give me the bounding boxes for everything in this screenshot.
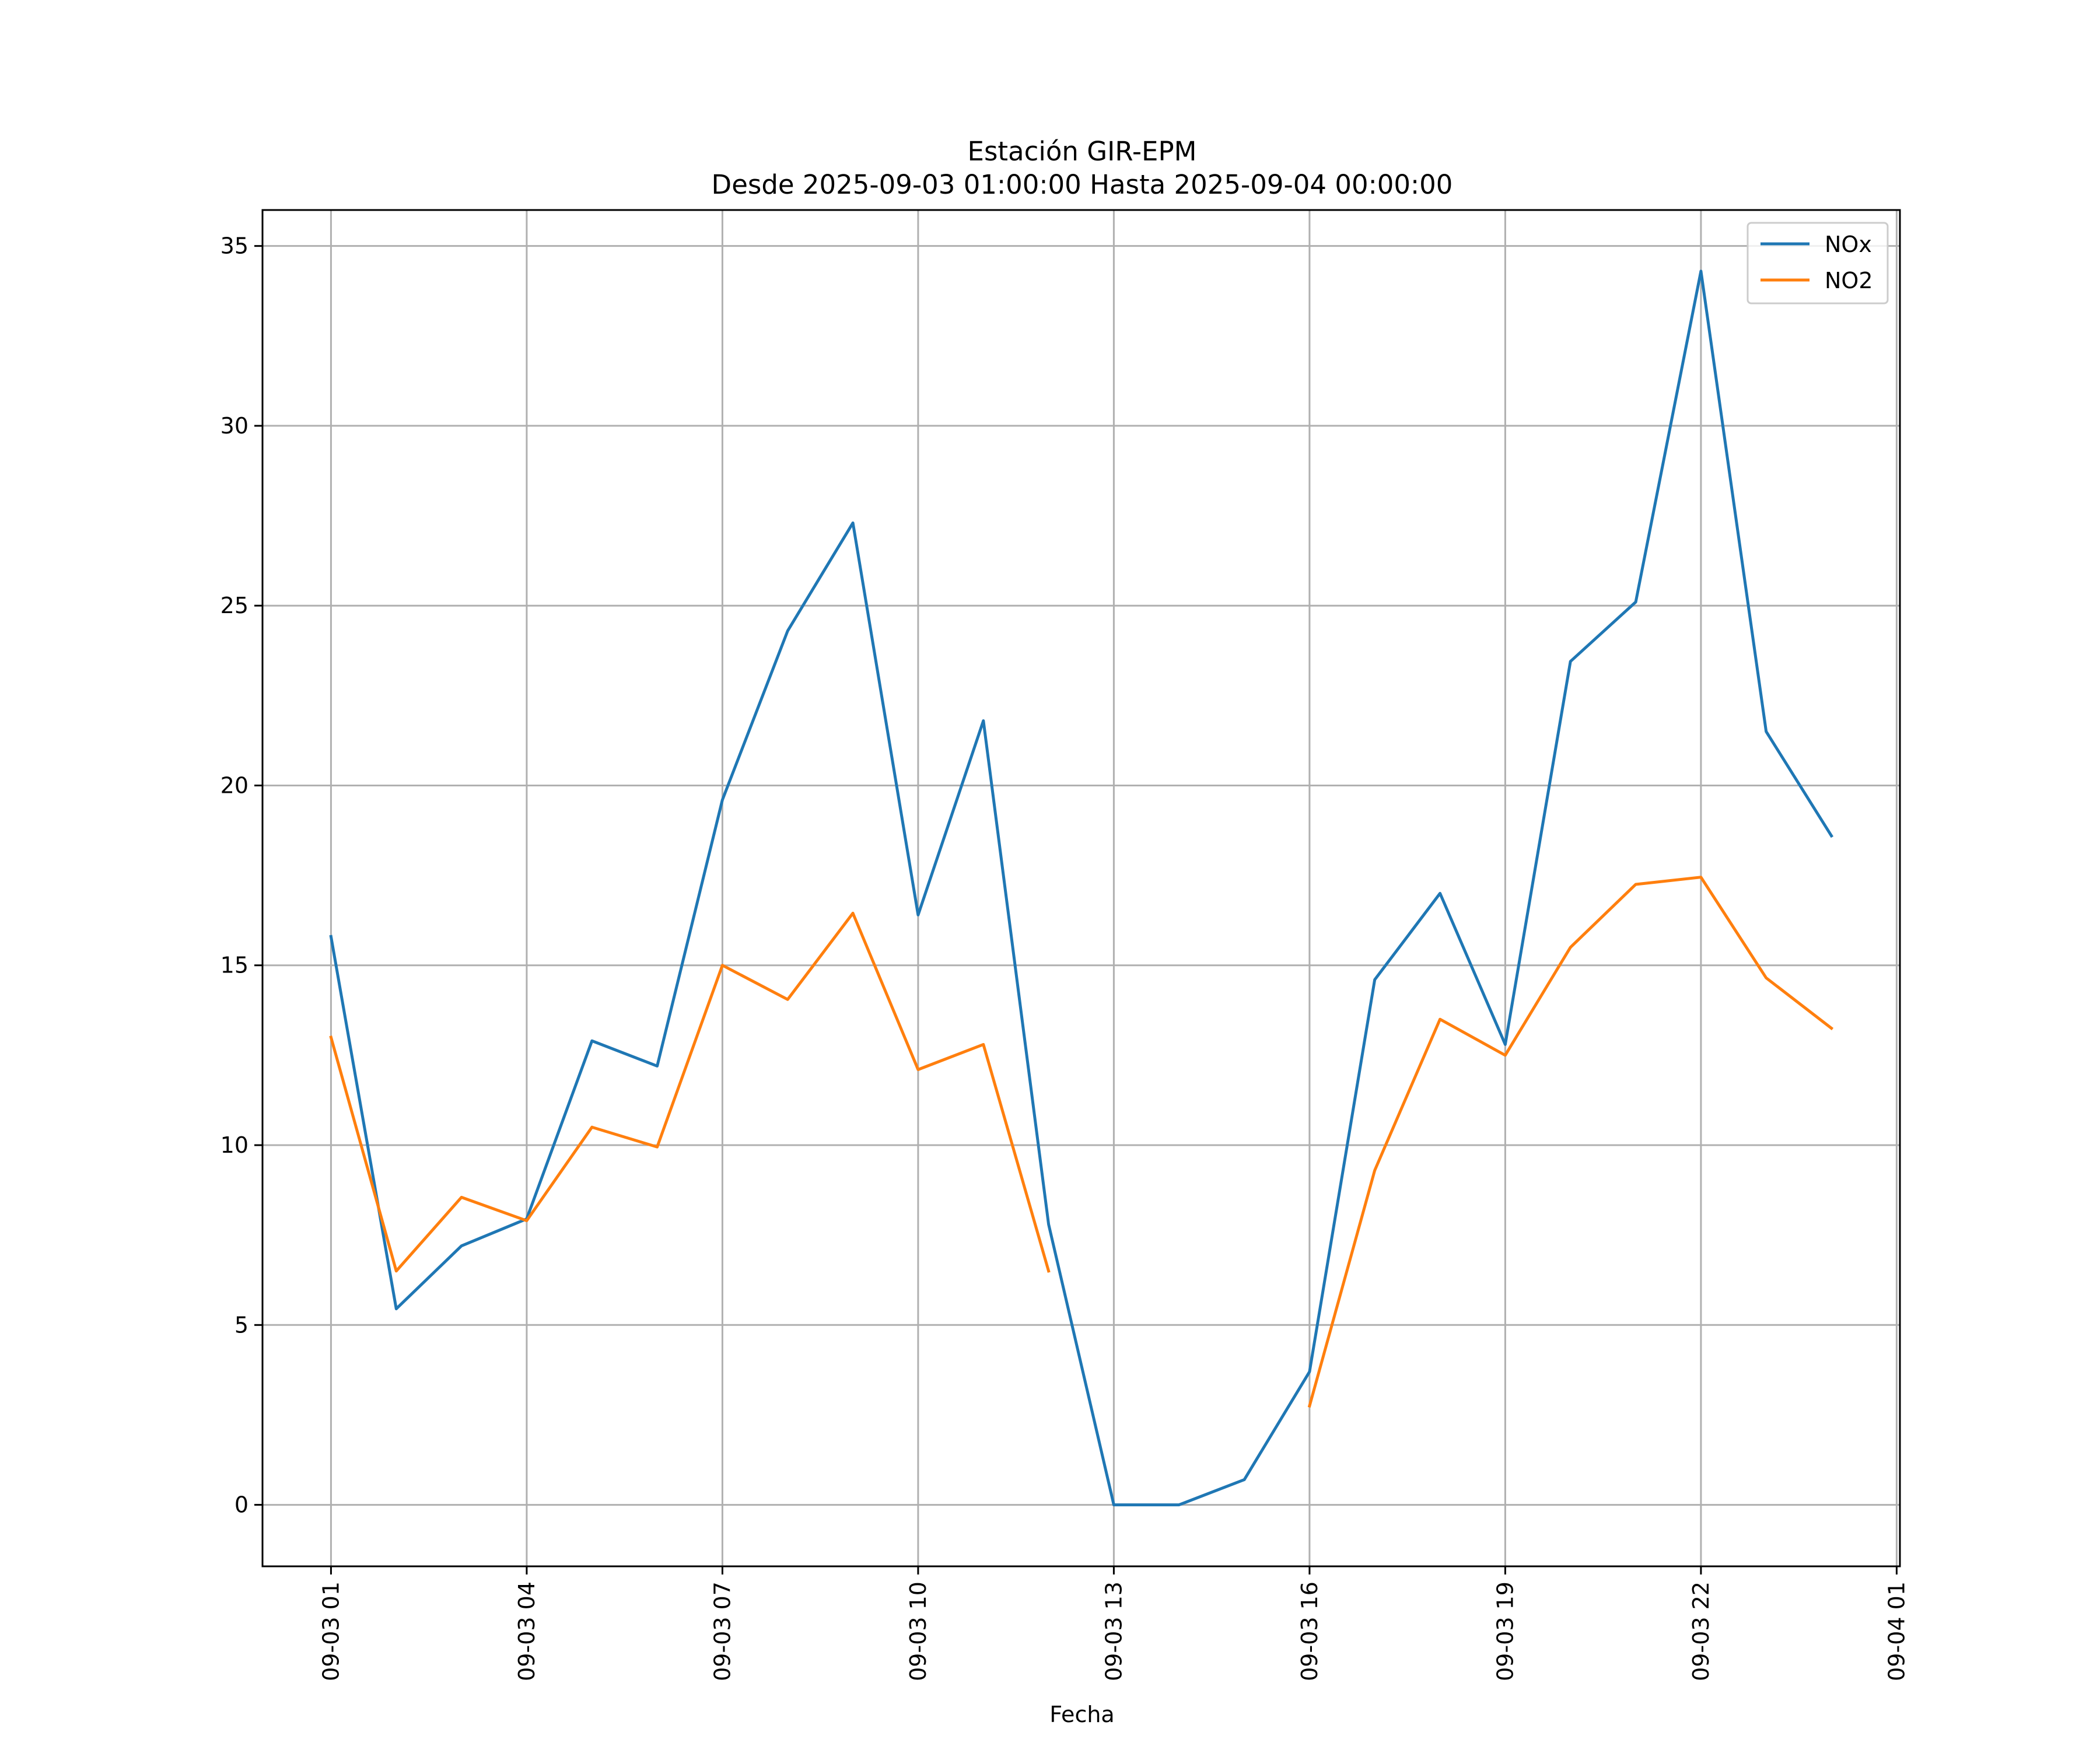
series-line-no2 — [329, 911, 1051, 1273]
data-point-nox — [461, 1245, 462, 1246]
x-tick-label: 09-03 04 — [514, 1581, 540, 1681]
data-point-no2 — [983, 1044, 984, 1045]
data-point-nox — [983, 720, 984, 721]
y-tick-label: 20 — [220, 772, 249, 798]
chart-title: Estación GIR-EPM — [968, 136, 1197, 167]
y-tick-label: 0 — [235, 1492, 249, 1518]
y-tick-label: 15 — [220, 953, 249, 978]
axes: 0 5 10 15 20 25 30 35 09-03 01 09-03 04 09-03 07 09… — [220, 233, 1910, 1681]
x-tick-label: 09-04 01 — [1884, 1581, 1909, 1681]
y-tick-label: 10 — [220, 1132, 249, 1158]
legend-label-no2: NO2 — [1825, 268, 1873, 293]
data-point-nox — [1374, 979, 1375, 980]
series-lines — [329, 270, 1834, 1507]
series-line-no2 — [1307, 876, 1834, 1408]
x-tick-label: 09-03 16 — [1297, 1581, 1322, 1681]
y-tick-label: 30 — [220, 413, 249, 439]
data-point-nox — [1244, 1479, 1245, 1480]
grid — [262, 210, 1900, 1566]
x-tick-label: 09-03 10 — [905, 1581, 931, 1681]
y-tick-label: 5 — [235, 1312, 249, 1338]
data-point-nox — [1831, 835, 1832, 836]
x-tick-label: 09-03 19 — [1492, 1581, 1518, 1681]
legend-label-nox: NOx — [1825, 232, 1872, 257]
y-tick-label: 35 — [220, 233, 249, 259]
y-tick-label: 25 — [220, 593, 249, 618]
data-point-nox — [1570, 661, 1571, 662]
plot-frame — [261, 209, 1901, 1567]
data-point-nox — [1179, 1504, 1180, 1505]
data-point-nox — [396, 1308, 397, 1309]
data-point-nox — [1309, 1371, 1310, 1372]
x-tick-label: 09-03 07 — [709, 1581, 735, 1681]
data-point-no2 — [461, 1197, 462, 1198]
legend: NOx NO2 — [1746, 222, 1889, 305]
x-axis-label: Fecha — [1049, 1702, 1114, 1727]
x-tick-label: 09-03 22 — [1688, 1581, 1714, 1681]
data-point-nox — [1505, 1044, 1506, 1045]
chart-subtitle: Desde 2025-09-03 01:00:00 Hasta 2025-09-… — [712, 169, 1453, 200]
x-tick-label: 09-03 13 — [1101, 1581, 1126, 1681]
data-point-no2 — [526, 1220, 527, 1221]
data-point-no2 — [1374, 1170, 1375, 1171]
x-tick-label: 09-03 01 — [318, 1581, 344, 1681]
series-line-nox — [329, 270, 1834, 1507]
